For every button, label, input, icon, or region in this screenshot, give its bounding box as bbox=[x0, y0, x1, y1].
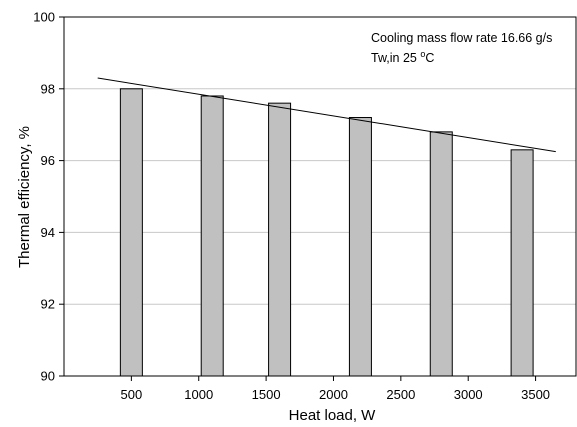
bar bbox=[429, 131, 453, 377]
annotation-temp-unit: C bbox=[425, 51, 434, 65]
trendline-segment bbox=[97, 77, 556, 153]
x-tick-label: 1500 bbox=[252, 387, 281, 402]
x-tick-label: 2000 bbox=[319, 387, 348, 402]
annotation-inlet-temp-prefix: Tw,in 25 bbox=[371, 51, 420, 65]
y-tick-label: 100 bbox=[33, 10, 55, 25]
x-tick-label: 3500 bbox=[521, 387, 550, 402]
y-tick-label: 94 bbox=[41, 225, 55, 240]
y-tick-label: 90 bbox=[41, 369, 55, 384]
y-tick-label: 96 bbox=[41, 153, 55, 168]
y-axis-ticks: 90 92 94 96 98 100 bbox=[33, 10, 64, 384]
annotation-degree-sign: o bbox=[420, 49, 425, 59]
y-tick-label: 92 bbox=[41, 297, 55, 312]
x-axis-ticks: 500 1000 1500 2000 2500 3000 3500 bbox=[121, 376, 550, 402]
annotation-flow-rate: Cooling mass flow rate 16.66 g/s bbox=[371, 31, 552, 45]
trendline bbox=[97, 77, 556, 153]
bar bbox=[510, 149, 534, 377]
bar bbox=[119, 88, 143, 377]
x-tick-label: 2500 bbox=[386, 387, 415, 402]
x-tick-label: 1000 bbox=[184, 387, 213, 402]
x-axis-title: Heat load, W bbox=[289, 407, 377, 424]
x-tick-label: 500 bbox=[121, 387, 143, 402]
y-axis-title: Thermal efficiency, % bbox=[16, 126, 33, 268]
bars bbox=[119, 88, 534, 377]
gridlines bbox=[64, 88, 576, 305]
y-tick-label: 98 bbox=[41, 81, 55, 96]
bar bbox=[348, 117, 372, 377]
annotation-inlet-temp: Tw,in 25 oC bbox=[371, 49, 434, 65]
x-tick-label: 3000 bbox=[454, 387, 483, 402]
plot-frame bbox=[63, 16, 577, 377]
bar bbox=[200, 95, 224, 377]
bar bbox=[268, 102, 292, 377]
